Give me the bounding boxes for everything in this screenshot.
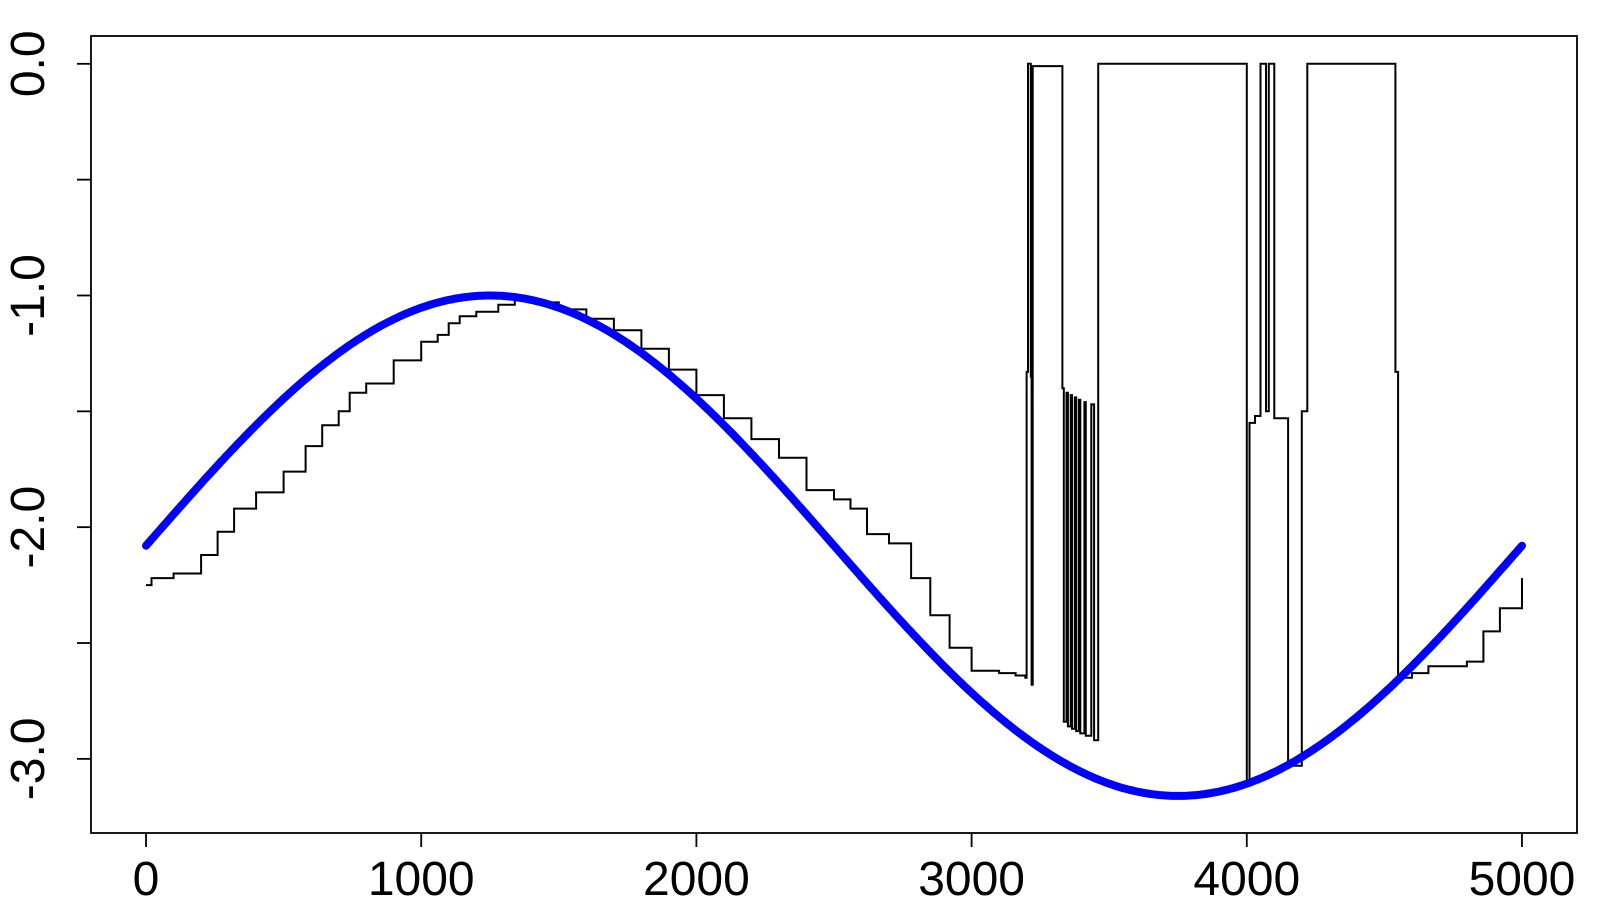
series-step-line [146,62,1523,783]
x-tick-label: 2000 [643,853,750,900]
plot-frame [90,35,1578,834]
y-tick-label: -1.0 [2,254,55,337]
x-tick-label: 3000 [918,853,1025,900]
x-tick-label: 5000 [1469,853,1576,900]
x-axis: 0 1000 2000 3000 4000 5000 [133,833,1576,900]
x-tick-label: 4000 [1193,853,1300,900]
x-tick-label: 0 [133,853,160,900]
x-tick-label: 1000 [368,853,475,900]
y-tick-label: 0.0 [2,30,55,97]
y-axis: 0.0 -1.0 -2.0 -3.0 [2,30,91,800]
y-tick-label: -2.0 [2,486,55,569]
series-sine-curve [142,291,1526,800]
y-tick-label: -3.0 [2,718,55,801]
